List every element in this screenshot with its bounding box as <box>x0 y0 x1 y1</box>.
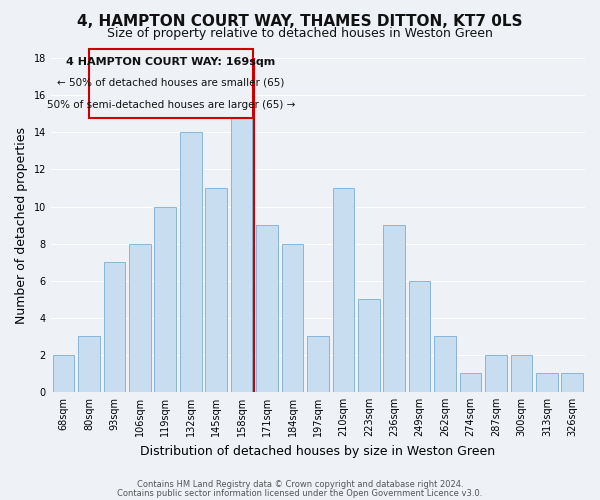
Text: Contains public sector information licensed under the Open Government Licence v3: Contains public sector information licen… <box>118 488 482 498</box>
Bar <box>307 336 329 392</box>
Bar <box>383 225 405 392</box>
Bar <box>129 244 151 392</box>
Bar <box>154 206 176 392</box>
X-axis label: Distribution of detached houses by size in Weston Green: Distribution of detached houses by size … <box>140 444 496 458</box>
Bar <box>460 374 481 392</box>
FancyBboxPatch shape <box>89 49 253 117</box>
Bar <box>536 374 557 392</box>
Text: ← 50% of detached houses are smaller (65): ← 50% of detached houses are smaller (65… <box>58 78 284 88</box>
Y-axis label: Number of detached properties: Number of detached properties <box>15 126 28 324</box>
Text: Size of property relative to detached houses in Weston Green: Size of property relative to detached ho… <box>107 28 493 40</box>
Text: 4 HAMPTON COURT WAY: 169sqm: 4 HAMPTON COURT WAY: 169sqm <box>67 57 275 67</box>
Bar <box>562 374 583 392</box>
Text: 4, HAMPTON COURT WAY, THAMES DITTON, KT7 0LS: 4, HAMPTON COURT WAY, THAMES DITTON, KT7… <box>77 14 523 29</box>
Text: Contains HM Land Registry data © Crown copyright and database right 2024.: Contains HM Land Registry data © Crown c… <box>137 480 463 489</box>
Bar <box>256 225 278 392</box>
Bar <box>53 355 74 392</box>
Bar <box>511 355 532 392</box>
Bar <box>434 336 456 392</box>
Bar <box>205 188 227 392</box>
Bar <box>485 355 507 392</box>
Bar <box>332 188 354 392</box>
Text: 50% of semi-detached houses are larger (65) →: 50% of semi-detached houses are larger (… <box>47 100 295 110</box>
Bar <box>78 336 100 392</box>
Bar <box>358 299 380 392</box>
Bar <box>409 280 430 392</box>
Bar <box>180 132 202 392</box>
Bar <box>231 114 253 392</box>
Bar <box>104 262 125 392</box>
Bar <box>281 244 303 392</box>
